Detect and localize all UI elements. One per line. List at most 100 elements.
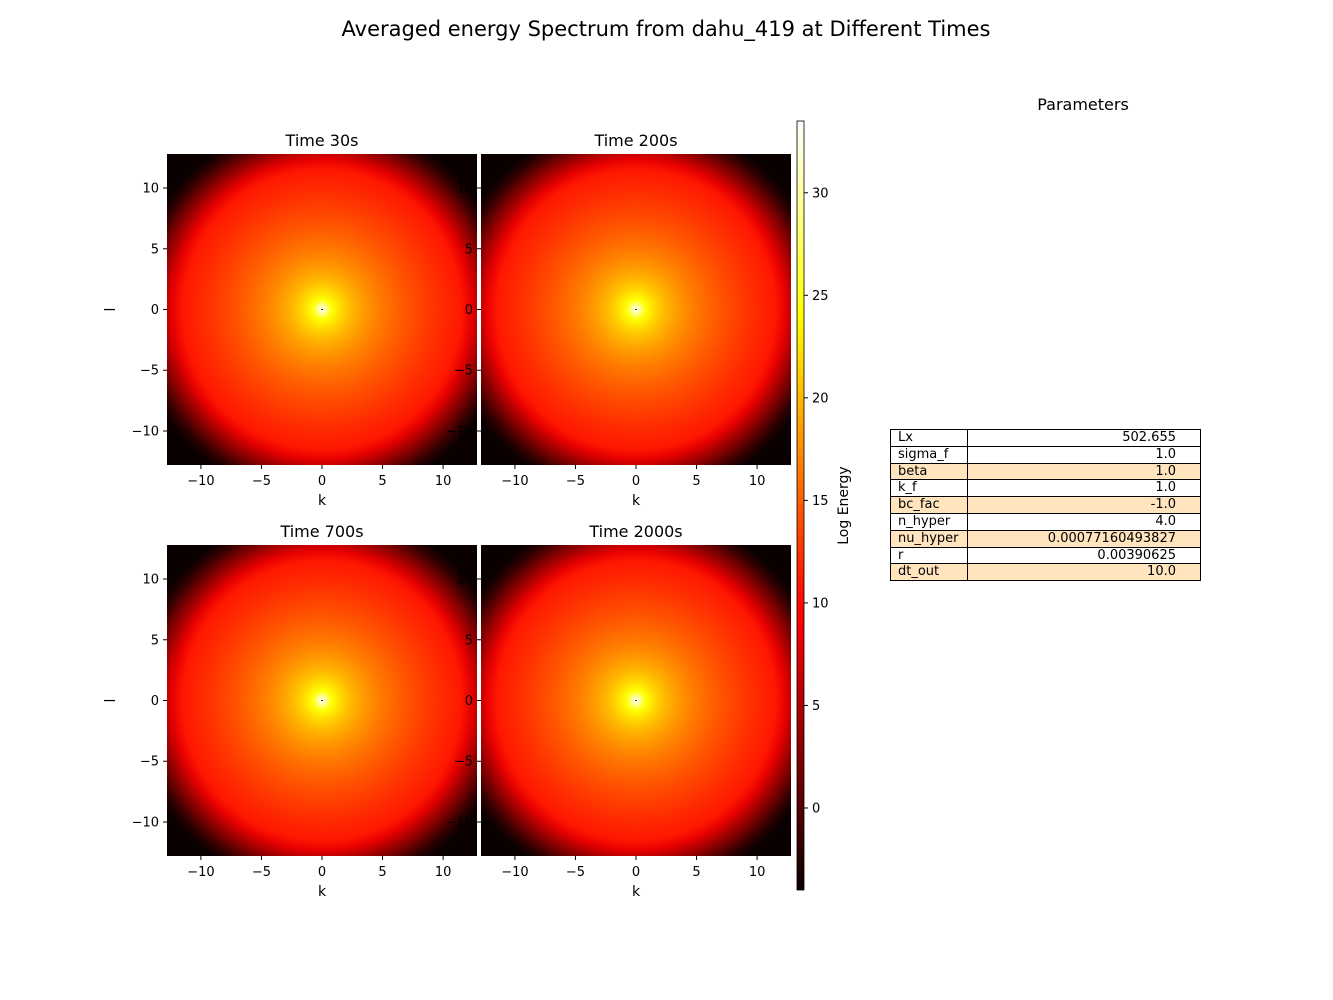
center-mark [635, 309, 637, 310]
y-tick-label: −5 [454, 364, 473, 379]
parameter-row: Lx 502.655 [890, 429, 1201, 447]
colorbar-label: Log Energy [836, 466, 852, 544]
parameter-value: 4.0 [967, 512, 1201, 531]
parameter-name: nu_hyper [890, 529, 968, 548]
y-tick-label: −5 [454, 755, 473, 770]
x-tick-label: 0 [318, 865, 326, 880]
x-axis-label: k [318, 884, 327, 900]
parameter-row: r 0.00390625 [890, 546, 1201, 565]
y-tick-label: −10 [132, 424, 159, 439]
x-tick-label: −5 [252, 865, 271, 880]
parameter-row: nu_hyper 0.00077160493827 [890, 529, 1201, 548]
parameter-name: n_hyper [890, 512, 968, 531]
parameter-row: dt_out 10.0 [890, 563, 1201, 582]
y-tick-label: 5 [465, 633, 473, 648]
parameter-row: beta 1.0 [890, 462, 1201, 481]
x-tick-label: −10 [501, 865, 528, 880]
x-tick-label: 5 [378, 474, 386, 489]
figure-title: Averaged energy Spectrum from dahu_419 a… [342, 17, 991, 42]
colorbar-tick-label: 10 [812, 596, 829, 611]
y-tick-label: 5 [151, 633, 159, 648]
center-mark [321, 309, 323, 310]
x-tick-label: −5 [566, 474, 585, 489]
parameter-name: beta [890, 462, 968, 481]
x-tick-label: 0 [318, 474, 326, 489]
colorbar-tick-label: 25 [812, 289, 829, 304]
x-tick-label: 10 [435, 865, 452, 880]
parameter-name: k_f [890, 479, 968, 498]
parameter-value: 1.0 [967, 462, 1201, 481]
y-tick-label: 10 [142, 573, 159, 588]
parameter-row: n_hyper 4.0 [890, 512, 1201, 531]
y-tick-label: 10 [456, 182, 473, 197]
y-tick-label: 0 [465, 694, 473, 709]
colorbar: 0 5 10 15 20 25 30 Log Energy [796, 120, 852, 891]
x-tick-label: −10 [187, 474, 214, 489]
parameter-value: -1.0 [967, 496, 1201, 514]
x-tick-label: −10 [187, 865, 214, 880]
heatmap-panel: Time 700s −10 −5 0 5 10 −10 −5 0 5 10 k l [103, 522, 477, 900]
x-axis-label: k [632, 884, 641, 900]
parameter-value: 1.0 [967, 445, 1201, 464]
x-axis-label: k [318, 493, 327, 509]
parameter-value: 1.0 [967, 479, 1201, 498]
panel-title: Time 30s [285, 131, 359, 150]
x-tick-label: 0 [632, 865, 640, 880]
colorbar-tick-label: 5 [812, 699, 820, 714]
colorbar-tick-label: 0 [812, 801, 820, 816]
parameter-name: Lx [890, 429, 968, 447]
parameters-table: Lx 502.655 sigma_f 1.0 beta 1.0 k_f 1.0 bc_fac -1… [890, 429, 1201, 582]
y-tick-label: 0 [151, 303, 159, 318]
y-tick-label: −10 [446, 815, 473, 830]
x-tick-label: −5 [566, 865, 585, 880]
y-tick-label: −5 [140, 364, 159, 379]
parameter-value: 10.0 [967, 563, 1201, 582]
heatmap-panel: Time 30s −10 −5 0 5 10 −10 −5 0 5 10 k l [103, 131, 477, 509]
y-tick-label: 10 [456, 573, 473, 588]
y-tick-label: −10 [132, 815, 159, 830]
center-mark [635, 700, 637, 701]
panel-title: Time 200s [593, 131, 677, 150]
x-tick-label: 10 [435, 474, 452, 489]
parameters-title: Parameters [1037, 95, 1129, 114]
parameter-value: 0.00077160493827 [967, 529, 1201, 548]
parameter-value: 0.00390625 [967, 546, 1201, 565]
y-tick-label: −10 [446, 424, 473, 439]
x-axis-label: k [632, 493, 641, 509]
y-tick-label: 10 [142, 182, 159, 197]
y-tick-label: −5 [140, 755, 159, 770]
colorbar-tick-label: 30 [812, 186, 829, 201]
colorbar-tick-label: 20 [812, 391, 829, 406]
colorbar-tick-label: 15 [812, 494, 829, 509]
panel-title: Time 2000s [588, 522, 682, 541]
panel-title: Time 700s [279, 522, 363, 541]
parameter-value: 502.655 [967, 429, 1201, 447]
x-tick-label: 5 [692, 865, 700, 880]
parameter-row: sigma_f 1.0 [890, 445, 1201, 464]
parameter-row: k_f 1.0 [890, 479, 1201, 498]
parameter-name: r [890, 546, 968, 565]
heatmap-panel: Time 2000s −10 −5 0 5 10 −10 −5 0 5 10 k [446, 522, 791, 900]
parameter-name: sigma_f [890, 445, 968, 464]
y-axis-label: l [103, 699, 119, 703]
y-tick-label: 5 [465, 242, 473, 257]
x-tick-label: 5 [378, 865, 386, 880]
y-axis-label: l [103, 308, 119, 312]
x-tick-label: −10 [501, 474, 528, 489]
heatmap-panels: Time 30s −10 −5 0 5 10 −10 −5 0 5 10 k l Time 200s −10… [103, 131, 791, 900]
colorbar-bar [796, 120, 805, 891]
y-tick-label: 0 [465, 303, 473, 318]
x-tick-label: 10 [749, 474, 766, 489]
parameter-name: bc_fac [890, 496, 968, 514]
y-tick-label: 0 [151, 694, 159, 709]
x-tick-label: 10 [749, 865, 766, 880]
x-tick-label: 5 [692, 474, 700, 489]
y-tick-label: 5 [151, 242, 159, 257]
heatmap-panel: Time 200s −10 −5 0 5 10 −10 −5 0 5 10 k [446, 131, 791, 509]
x-tick-label: −5 [252, 474, 271, 489]
parameter-name: dt_out [890, 563, 968, 582]
x-tick-label: 0 [632, 474, 640, 489]
center-mark [321, 700, 323, 701]
parameter-row: bc_fac -1.0 [890, 496, 1201, 514]
